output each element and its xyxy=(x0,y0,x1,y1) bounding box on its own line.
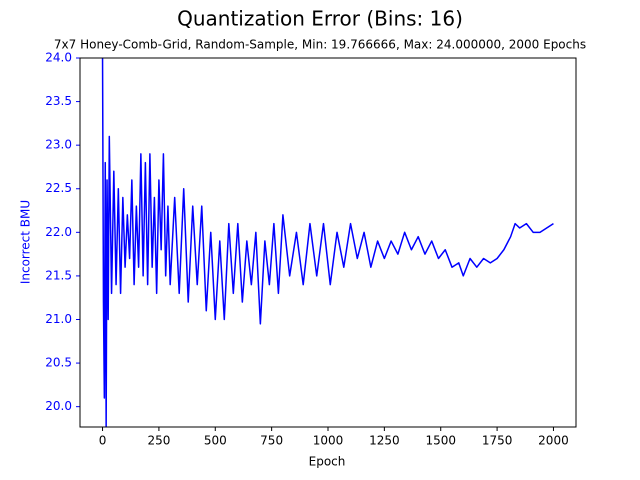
chart-title: Quantization Error (Bins: 16) xyxy=(177,7,463,31)
y-tick-label: 20.0 xyxy=(45,399,72,413)
x-tick-label: 1500 xyxy=(425,434,456,448)
x-tick-label: 1250 xyxy=(369,434,400,448)
x-tick-label: 1750 xyxy=(482,434,513,448)
x-tick-label: 750 xyxy=(260,434,283,448)
x-tick-label: 250 xyxy=(147,434,170,448)
x-tick-label: 500 xyxy=(204,434,227,448)
chart-subtitle: 7x7 Honey-Comb-Grid, Random-Sample, Min:… xyxy=(54,38,586,52)
y-tick-label: 23.5 xyxy=(45,94,72,108)
data-line xyxy=(101,58,554,427)
x-tick-label: 1000 xyxy=(313,434,344,448)
y-tick-label: 22.0 xyxy=(45,225,72,239)
y-tick-label: 20.5 xyxy=(45,356,72,370)
x-tick-label: 2000 xyxy=(538,434,569,448)
y-tick-label: 22.5 xyxy=(45,181,72,195)
x-axis-label: Epoch xyxy=(309,455,346,469)
y-tick-label: 21.5 xyxy=(45,268,72,282)
y-axis-label: Incorrect BMU xyxy=(19,200,33,284)
plot-frame xyxy=(79,57,577,428)
y-tick-label: 21.0 xyxy=(45,312,72,326)
x-tick-label: 0 xyxy=(99,434,107,448)
y-tick-label: 23.0 xyxy=(45,138,72,152)
y-tick-label: 24.0 xyxy=(45,51,72,65)
